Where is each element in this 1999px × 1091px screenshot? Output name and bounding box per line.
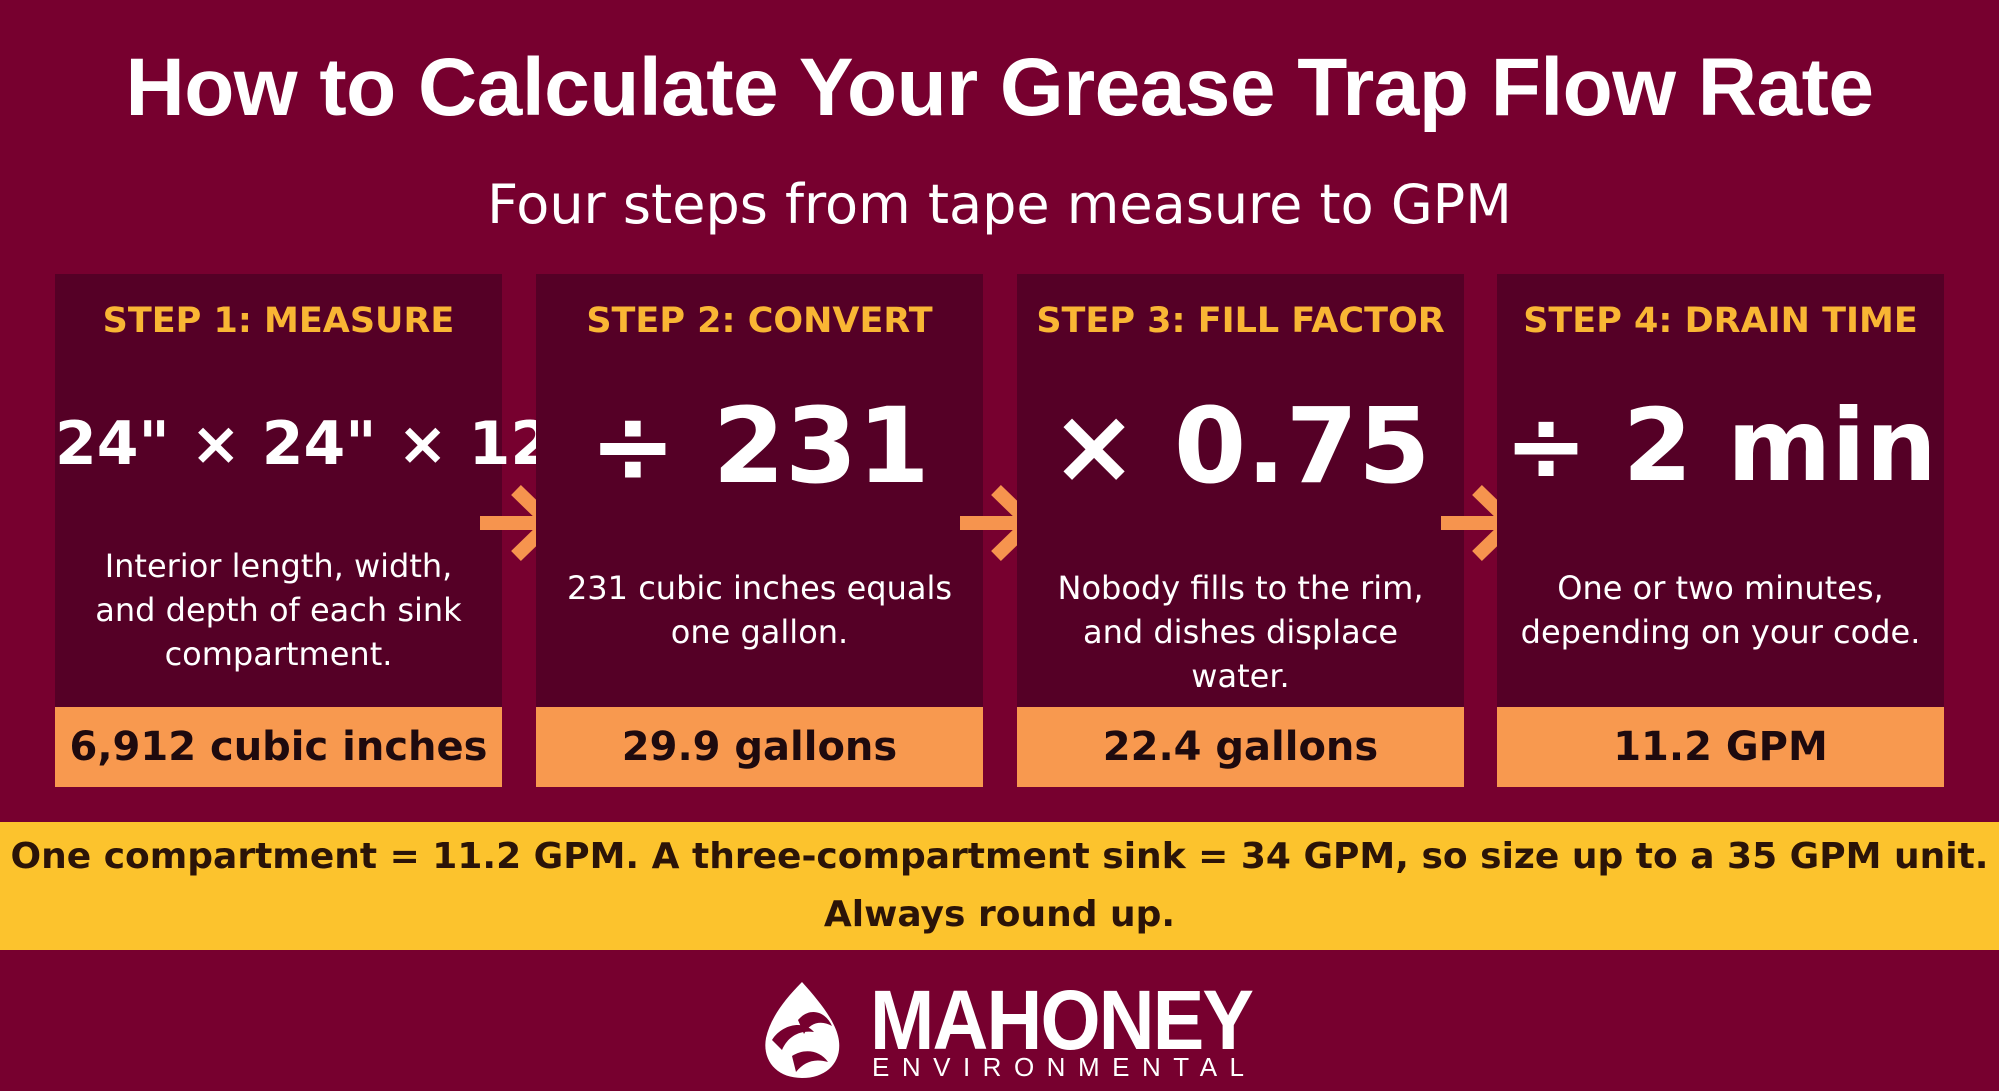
summary-line-1: One compartment = 11.2 GPM. A three-comp…: [10, 836, 1989, 877]
page-title: How to Calculate Your Grease Trap Flow R…: [125, 42, 1874, 133]
logo-name: MAHONEY: [870, 973, 1254, 1067]
step-result: 22.4 gallons: [1017, 707, 1464, 787]
step-heading: STEP 2: CONVERT: [586, 301, 933, 341]
step-result: 29.9 gallons: [536, 707, 983, 787]
company-logo: MAHONEY ENVIRONMENTAL: [752, 978, 1254, 1082]
droplet-swirl-icon: [765, 982, 840, 1078]
step-heading: STEP 4: DRAIN TIME: [1523, 301, 1918, 341]
summary-line-2: Always round up.: [823, 894, 1176, 935]
step-result: 11.2 GPM: [1497, 707, 1944, 787]
step-operation: 24" × 24" × 12": [55, 409, 584, 479]
step-card-4: STEP 4: DRAIN TIME ÷ 2 min One or two mi…: [1497, 274, 1944, 787]
step-description: One or two minutes, depending on your co…: [1520, 569, 1921, 651]
step-description: 231 cubic inches equals one gallon.: [566, 569, 953, 651]
step-card-2: STEP 2: CONVERT ÷ 231 231 cubic inches e…: [536, 274, 983, 787]
step-operation: × 0.75: [1050, 385, 1431, 507]
step-result: 6,912 cubic inches: [55, 707, 502, 787]
step-description: Interior length, width, and depth of eac…: [95, 547, 462, 673]
step-heading: STEP 3: FILL FACTOR: [1036, 301, 1445, 341]
page-subtitle: Four steps from tape measure to GPM: [487, 173, 1512, 236]
step-operation: ÷ 231: [589, 385, 930, 507]
logo-tagline: ENVIRONMENTAL: [872, 1052, 1257, 1082]
step-card-3: STEP 3: FILL FACTOR × 0.75 Nobody fills …: [1017, 274, 1464, 787]
step-operation: ÷ 2 min: [1504, 387, 1937, 504]
summary-banner: One compartment = 11.2 GPM. A three-comp…: [0, 822, 1999, 950]
step-heading: STEP 1: MEASURE: [102, 301, 455, 341]
step-card-1: STEP 1: MEASURE 24" × 24" × 12" Interior…: [55, 274, 584, 787]
step-description: Nobody fills to the rim, and dishes disp…: [1057, 569, 1424, 695]
